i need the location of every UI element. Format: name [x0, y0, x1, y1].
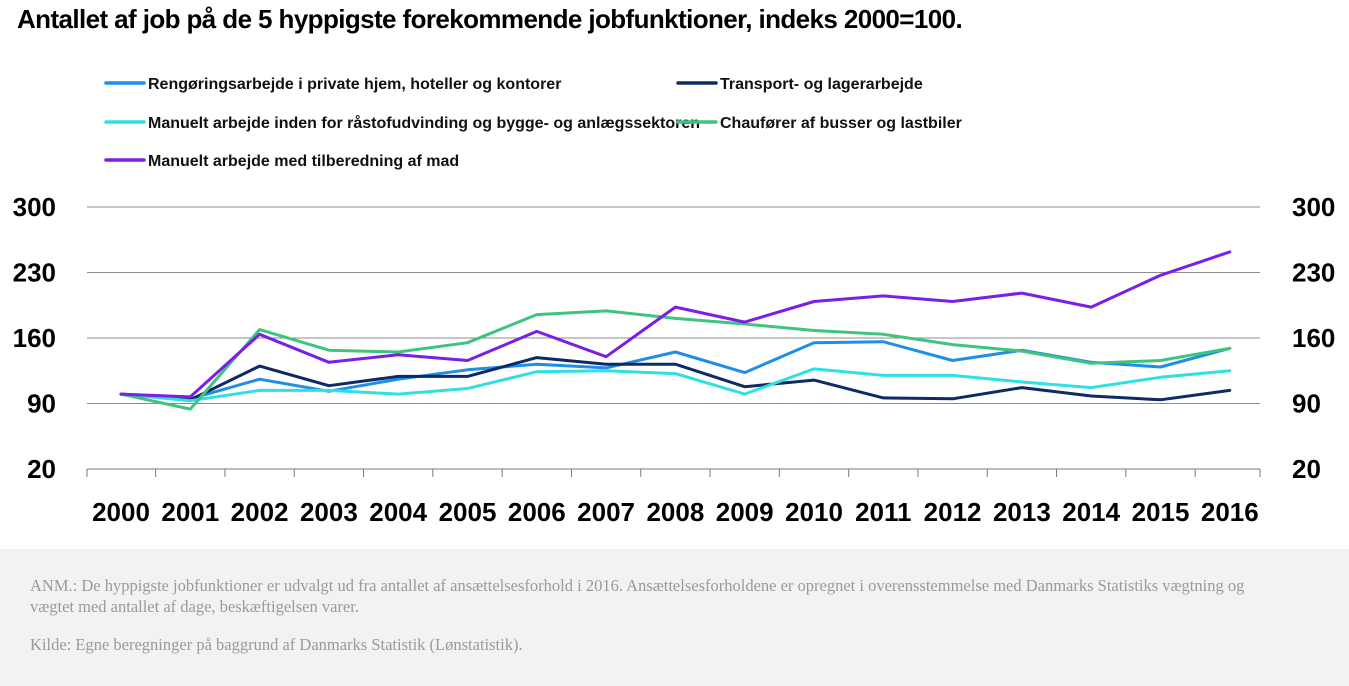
- y-tick-label-right: 300: [1292, 192, 1335, 222]
- x-tick-label: 2003: [300, 497, 358, 527]
- note-box: [0, 549, 1349, 686]
- x-tick-label: 2014: [1062, 497, 1120, 527]
- y-tick-label-right: 230: [1292, 258, 1335, 288]
- legend-label: Manuelt arbejde med tilberedning af mad: [148, 153, 459, 170]
- legend-label: Manuelt arbejde inden for råstofudvindin…: [148, 114, 700, 132]
- source-text: Kilde: Egne beregninger på baggrund af D…: [30, 635, 523, 654]
- x-tick-label: 2012: [924, 497, 982, 527]
- x-tick-label: 2015: [1132, 497, 1190, 527]
- series-line: [119, 309, 1232, 411]
- series-line: [119, 356, 1232, 402]
- series-lines: [119, 250, 1232, 411]
- y-axis-right: 20 90 160 230 300: [1292, 192, 1335, 484]
- series-line: [119, 367, 1232, 403]
- chart-title: Antallet af job på de 5 hyppigste foreko…: [17, 4, 963, 34]
- y-tick-label-right: 20: [1292, 454, 1321, 484]
- y-tick-label-left: 90: [27, 389, 56, 419]
- x-tick-label: 2005: [439, 497, 497, 527]
- x-tick-label: 2004: [369, 497, 427, 527]
- x-axis: 2000 2001 2002 2003 2004 2005 2006 2007 2008 2009…: [86, 469, 1261, 527]
- note-text: ANM.: De hyppigste jobfunktioner er udva…: [30, 576, 1245, 616]
- legend: Rengøringsarbejde i private hjem, hotell…: [104, 76, 962, 170]
- gridlines: [87, 206, 1260, 470]
- legend-label: Transport- og lagerarbejde: [720, 76, 923, 93]
- x-tick-label: 2000: [92, 497, 150, 527]
- x-tick-label: 2007: [577, 497, 635, 527]
- x-tick-label: 2013: [993, 497, 1051, 527]
- y-tick-label-right: 160: [1292, 323, 1335, 353]
- y-tick-label-left: 230: [13, 258, 56, 288]
- legend-label: Chaufører af busser og lastbiler: [720, 115, 962, 132]
- series-line: [119, 250, 1232, 399]
- line-chart: Rengøringsarbejde i private hjem, hotell…: [13, 76, 1336, 527]
- x-tick-label: 2001: [161, 497, 219, 527]
- y-tick-label-left: 300: [13, 192, 56, 222]
- y-tick-label-left: 20: [27, 454, 56, 484]
- x-tick-label: 2016: [1201, 497, 1259, 527]
- legend-label: Rengøringsarbejde i private hjem, hotell…: [148, 76, 561, 93]
- x-tick-label: 2006: [508, 497, 566, 527]
- x-tick-label: 2008: [646, 497, 704, 527]
- x-tick-label: 2009: [716, 497, 774, 527]
- x-tick-label: 2002: [231, 497, 289, 527]
- x-tick-label: 2011: [855, 497, 911, 527]
- y-axis-left: 20 90 160 230 300: [13, 192, 56, 484]
- y-tick-label-left: 160: [13, 323, 56, 353]
- y-tick-label-right: 90: [1292, 389, 1321, 419]
- x-tick-label: 2010: [785, 497, 843, 527]
